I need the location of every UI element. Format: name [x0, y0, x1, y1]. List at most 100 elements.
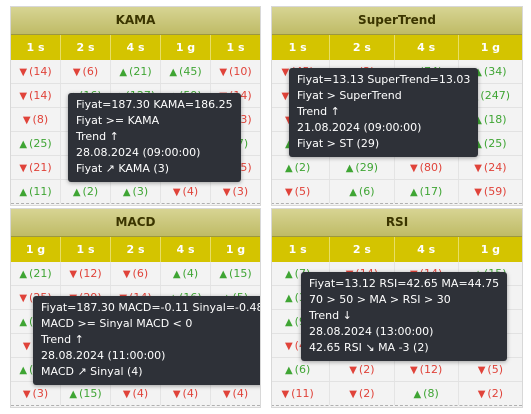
- signal-cell[interactable]: ▼(6): [61, 60, 111, 83]
- timeframe-header[interactable]: 4 s: [161, 237, 211, 262]
- signal-cell[interactable]: ▲(2): [272, 156, 331, 179]
- arrow-up-icon: ▲: [284, 317, 293, 328]
- tooltip-line: Fiyat ↗ KAMA (3): [76, 162, 169, 175]
- signal-cell[interactable]: ▲(17): [395, 180, 459, 203]
- arrow-down-icon: ▼: [122, 269, 131, 280]
- signal-row: ▼ (14) ▼ (6) ▲ (21) ▲ (45) ▼ (10): [11, 60, 260, 84]
- timeframe-header[interactable]: 2 s: [330, 237, 395, 262]
- timeframe-header[interactable]: 2 s: [61, 35, 111, 60]
- signal-cell[interactable]: ▲(2): [61, 180, 111, 203]
- signal-cell[interactable]: ▼(4): [211, 382, 260, 405]
- signal-cell[interactable]: ▲(11): [11, 180, 61, 203]
- arrow-up-icon: ▲: [285, 139, 293, 150]
- arrow-down-icon: ▼: [284, 187, 293, 198]
- signal-count: (21): [29, 267, 52, 280]
- signal-cell[interactable]: ▼ (24): [459, 156, 522, 179]
- timeframe-header[interactable]: 1 g: [11, 237, 61, 262]
- supertrend-panel: SuperTrend 1 s2 s4 s1 g ▼(45)▼(2)▲(74)▲(…: [271, 6, 523, 206]
- signal-cell[interactable]: ▼(5): [459, 358, 522, 381]
- signal-cell[interactable]: ▲(8): [395, 382, 459, 405]
- timeframe-header[interactable]: 2 s: [111, 237, 161, 262]
- arrow-up-icon: ▲: [284, 365, 293, 376]
- arrow-down-icon: ▼: [22, 341, 31, 352]
- tooltip-line: Fiyat=13.12 RSI=42.65 MA=44.75: [309, 277, 500, 290]
- signal-cell[interactable]: ▼(5): [272, 180, 331, 203]
- signal-cell[interactable]: ▲ (18): [459, 108, 522, 131]
- arrow-up-icon: ▲: [69, 389, 78, 400]
- timeframe-header[interactable]: 1 s: [61, 237, 111, 262]
- panel-title: KAMA: [11, 7, 260, 35]
- signal-cell[interactable]: ▲ (45): [161, 60, 211, 83]
- timeframe-header[interactable]: 1 g: [480, 243, 501, 256]
- signal-cell[interactable]: ▲ (25): [11, 132, 61, 155]
- signal-cell[interactable]: ▼(2): [330, 358, 395, 381]
- arrow-down-icon: ▼: [22, 115, 31, 126]
- tooltip-line: 28.08.2024 (09:00:00): [76, 146, 201, 159]
- timeframe-header[interactable]: 4 s: [395, 35, 459, 60]
- signal-count: (4): [182, 387, 199, 400]
- tooltip-line: Trend ↑: [297, 105, 340, 118]
- signal-cell[interactable]: ▲(15): [211, 262, 260, 285]
- timeframe-header[interactable]: 2 s: [330, 35, 395, 60]
- signal-cell[interactable]: ▲ (21): [11, 262, 61, 285]
- arrow-up-icon: ▲: [19, 139, 28, 150]
- arrow-down-icon: ▼: [281, 67, 290, 78]
- signal-row: ▲ (11) ▲ (2) ▲ (3) ▼ (4) ▼ (3): [11, 180, 260, 204]
- signal-cell[interactable]: ▼ (10): [211, 60, 260, 83]
- signal-cell[interactable]: ▼(2): [330, 382, 395, 405]
- signal-cell[interactable]: ▼(14): [11, 60, 61, 83]
- signal-count: (6): [82, 65, 99, 78]
- signal-cell[interactable]: ▼(12): [395, 358, 459, 381]
- signal-count: (24): [483, 161, 507, 174]
- signal-cell[interactable]: ▼(4): [161, 180, 211, 203]
- timeframe-header[interactable]: 4 s: [395, 237, 459, 262]
- arrow-up-icon: ▲: [169, 67, 178, 78]
- signal-cell[interactable]: ▲ (29): [330, 156, 395, 179]
- timeframe-header[interactable]: 1 s: [226, 41, 245, 54]
- signal-cell[interactable]: ▲(4): [161, 262, 211, 285]
- timeframe-header[interactable]: 1 s: [11, 35, 61, 60]
- signal-cell[interactable]: ▲(3): [111, 180, 161, 203]
- signal-cell[interactable]: ▼ (80): [395, 156, 459, 179]
- signal-cell[interactable]: ▲ (25): [459, 132, 522, 155]
- tooltip-line: Fiyat=187.30 MACD=-0.11 Sinyal=-0.48: [41, 301, 261, 314]
- signal-cell[interactable]: ▲(15): [61, 382, 111, 405]
- tooltip-line: 21.08.2024 (09:00:00): [297, 121, 422, 134]
- signal-count: (6): [132, 267, 149, 280]
- timeframe-header[interactable]: 1 g: [161, 35, 211, 60]
- signal-cell[interactable]: ▼(4): [111, 382, 161, 405]
- signal-count: (10): [229, 65, 252, 78]
- timeframe-header[interactable]: 1 g: [480, 41, 501, 54]
- arrow-down-icon: ▼: [19, 67, 28, 78]
- timeframe-header[interactable]: 1 s: [272, 237, 331, 262]
- signal-cell[interactable]: ▼ (11): [272, 382, 331, 405]
- arrow-up-icon: ▲: [172, 269, 181, 280]
- signal-cell[interactable]: ▼ (21): [11, 156, 61, 179]
- signal-cell[interactable]: ▲ (21): [111, 60, 161, 83]
- timeframe-header[interactable]: 1 s: [272, 35, 331, 60]
- arrow-down-icon: ▼: [122, 389, 131, 400]
- signal-cell[interactable]: ▼(12): [61, 262, 111, 285]
- signal-cell[interactable]: ▼(59): [459, 180, 522, 203]
- signal-count: (3): [32, 387, 49, 400]
- signal-cell[interactable]: ▼(14): [11, 84, 61, 107]
- arrow-up-icon: ▲: [284, 269, 293, 280]
- supertrend-tooltip: Fiyat=13.13 SuperTrend=13.03 Fiyat > Sup…: [289, 68, 479, 157]
- signal-cell[interactable]: ▼ (3): [211, 180, 260, 203]
- tooltip-line: 70 > 50 > MA > RSI > 30: [309, 293, 451, 306]
- tooltip-line: MACD ↗ Sinyal (4): [41, 365, 143, 378]
- signal-cell[interactable]: ▲(6): [330, 180, 395, 203]
- signal-cell[interactable]: ▼(4): [161, 382, 211, 405]
- signal-cell[interactable]: ▼(6): [111, 262, 161, 285]
- tooltip-line: Fiyat > SuperTrend: [297, 89, 402, 102]
- signal-row: ▼ (11) ▼ (2) ▲ (8) ▼ (2): [272, 382, 522, 406]
- signal-cell[interactable]: ▼ (3): [11, 382, 61, 405]
- signal-cell[interactable]: ▲(6): [272, 358, 331, 381]
- signal-cell[interactable]: ▼(8): [11, 108, 61, 131]
- signal-cell[interactable]: ▼(2): [459, 382, 522, 405]
- timeframe-header[interactable]: 4 s: [111, 35, 161, 60]
- rsi-tooltip: Fiyat=13.12 RSI=42.65 MA=44.75 70 > 50 >…: [301, 272, 508, 361]
- signal-cell[interactable]: ▲ (34): [459, 60, 522, 83]
- timeframe-header[interactable]: 1 g: [225, 243, 246, 256]
- tooltip-line: Trend ↑: [76, 130, 119, 143]
